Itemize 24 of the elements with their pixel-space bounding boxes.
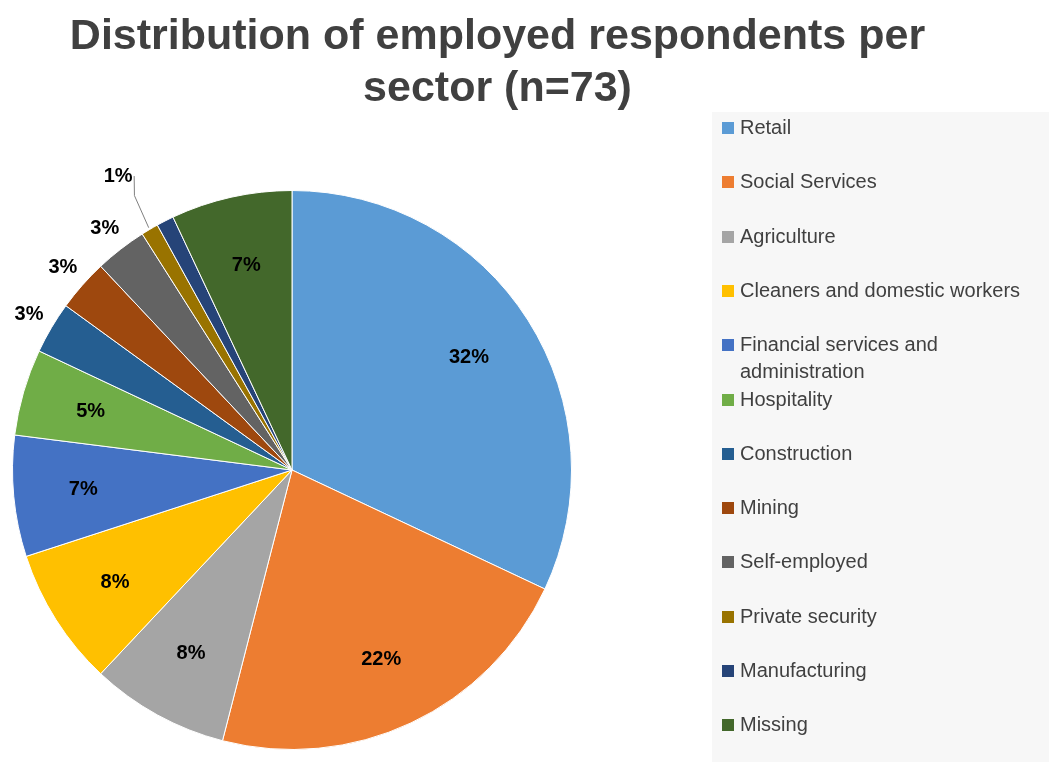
chart-title: Distribution of employed respondents per sector (n=73) — [68, 9, 927, 112]
data-label: 8% — [176, 641, 206, 664]
data-label: 5% — [76, 399, 106, 422]
legend-label: Agriculture — [740, 223, 836, 249]
legend-label: Social Services — [740, 169, 877, 195]
data-label: 3% — [14, 302, 44, 324]
legend-label: Retail — [740, 115, 792, 140]
data-label: 3% — [48, 255, 78, 278]
legend-label: Hospitality — [740, 386, 833, 412]
data-label: 1% — [103, 163, 133, 186]
legend-label: Self-employed — [740, 549, 868, 575]
data-label: 3% — [90, 216, 120, 239]
legend-label: Financial services and administration — [740, 332, 939, 385]
legend-label: Missing — [740, 712, 808, 738]
data-label: 32% — [448, 345, 490, 368]
legend-label: Construction — [740, 440, 853, 466]
legend-label: Mining — [740, 495, 799, 521]
legend-label: Private security — [740, 603, 877, 629]
data-label: 7% — [68, 477, 98, 500]
legend-label: Manufacturing — [740, 658, 867, 683]
data-label: 7% — [231, 252, 261, 275]
data-label: 8% — [100, 569, 130, 592]
legend-label: Cleaners and domestic workers — [740, 277, 1021, 303]
data-label: 22% — [361, 647, 402, 670]
